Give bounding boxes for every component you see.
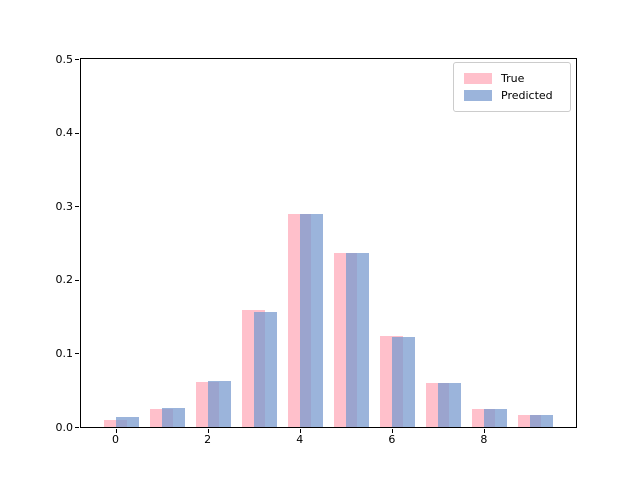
legend: True Predicted: [453, 62, 571, 112]
x-tick-label-8: 8: [480, 433, 488, 446]
bar-predicted-8: [483, 409, 507, 427]
y-tick-mark-0.4: [75, 132, 79, 134]
bar-predicted-0: [115, 417, 139, 427]
x-tick-mark-4: [299, 429, 301, 433]
bar-predicted-4: [299, 214, 323, 427]
y-tick-label-0.1: 0.1: [55, 346, 74, 360]
legend-label-predicted: Predicted: [501, 89, 553, 102]
bar-predicted-1: [161, 407, 185, 427]
y-tick-label-0.5: 0.5: [55, 52, 74, 66]
x-tick-label-2: 2: [204, 433, 212, 446]
x-tick-label-0: 0: [112, 433, 120, 446]
bar-true-0: [104, 419, 128, 427]
x-tick-mark-2: [207, 429, 209, 433]
bar-predicted-9: [529, 415, 553, 427]
bar-predicted-6: [391, 337, 415, 427]
legend-swatch-predicted: [464, 90, 492, 101]
y-tick-label-0.3: 0.3: [55, 199, 74, 213]
bar-predicted-3: [253, 312, 277, 427]
bar-predicted-5: [345, 252, 369, 427]
legend-label-true: True: [501, 72, 525, 85]
bars-layer: [81, 59, 576, 427]
y-tick-mark-0.1: [75, 353, 79, 355]
plot-area: True Predicted: [75, 58, 577, 433]
bar-true-9: [518, 415, 542, 427]
legend-swatch-true: [464, 73, 492, 84]
y-tick-mark-0.2: [75, 279, 79, 281]
y-tick-label-0.4: 0.4: [55, 126, 74, 140]
y-tick-label-0.2: 0.2: [55, 273, 74, 287]
bar-predicted-7: [437, 382, 461, 427]
x-tick-label-6: 6: [388, 433, 396, 446]
legend-entry-true: True: [464, 70, 560, 87]
x-tick-mark-8: [483, 429, 485, 433]
x-tick-mark-6: [391, 429, 393, 433]
y-tick-mark-0.3: [75, 206, 79, 208]
x-tick-label-4: 4: [296, 433, 304, 446]
bar-predicted-2: [207, 381, 231, 427]
y-tick-mark-0.5: [75, 59, 79, 60]
y-tick-label-0.0: 0.0: [55, 420, 74, 434]
legend-entry-predicted: Predicted: [464, 87, 560, 104]
x-tick-mark-0: [115, 429, 117, 433]
y-tick-mark-0.0: [75, 427, 79, 428]
